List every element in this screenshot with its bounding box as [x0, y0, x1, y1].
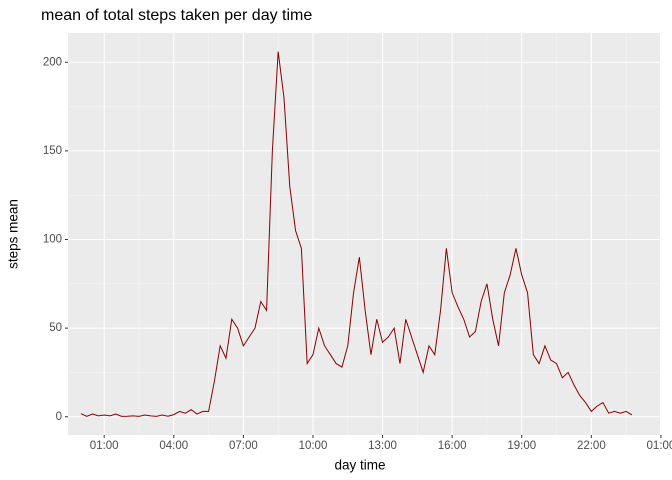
x-tick-label: 01:00	[647, 440, 672, 452]
y-axis-label: steps mean	[6, 199, 21, 269]
chart-title: mean of total steps taken per day time	[41, 7, 312, 24]
data-line	[80, 51, 633, 417]
x-tick-label: 04:00	[159, 440, 188, 452]
x-tick-label: 16:00	[438, 440, 467, 452]
y-tick-label: 50	[49, 322, 62, 334]
plot-panel	[68, 33, 660, 435]
x-axis-label: day time	[334, 458, 385, 473]
y-tick-label: 150	[43, 145, 62, 157]
x-tick-label: 01:00	[90, 440, 119, 452]
x-tick-label: 10:00	[299, 440, 328, 452]
y-tick-label: 200	[43, 56, 62, 68]
x-tick-label: 22:00	[577, 440, 606, 452]
y-tick-label: 0	[56, 411, 62, 423]
x-tick-label: 07:00	[229, 440, 258, 452]
y-tick-label: 100	[43, 234, 62, 246]
x-tick-label: 19:00	[507, 440, 536, 452]
x-tick-label: 13:00	[368, 440, 397, 452]
